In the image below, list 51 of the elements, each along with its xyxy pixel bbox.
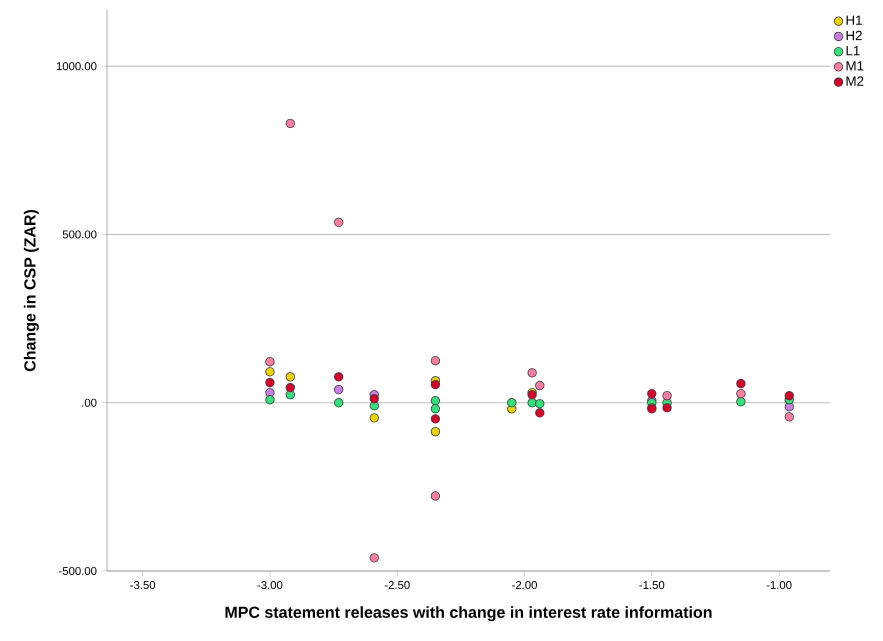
point xyxy=(334,384,344,394)
point xyxy=(535,380,544,390)
y-tick-label: -500.00 xyxy=(59,566,97,575)
point xyxy=(784,390,794,400)
point xyxy=(430,356,440,366)
point xyxy=(535,408,544,418)
point xyxy=(370,413,379,423)
point xyxy=(430,426,440,436)
x-tick-label: -3.50 xyxy=(130,581,156,590)
point xyxy=(265,367,275,376)
point xyxy=(334,218,344,228)
legend-label: M2 xyxy=(846,76,864,86)
x-tick-label: -1.50 xyxy=(639,581,664,590)
x-tick-label: -3.00 xyxy=(258,581,282,590)
point xyxy=(286,118,295,128)
point xyxy=(265,378,275,388)
point xyxy=(370,553,379,563)
x-tick-label: -1.00 xyxy=(766,581,792,590)
point xyxy=(662,403,672,412)
legend-label: L1 xyxy=(846,46,860,56)
point xyxy=(736,378,746,388)
point xyxy=(430,491,440,501)
point xyxy=(286,372,295,382)
point xyxy=(736,388,746,398)
legend-label: H1 xyxy=(846,16,862,25)
point xyxy=(662,390,672,400)
x-tick-label: -2.00 xyxy=(512,581,537,590)
point xyxy=(736,397,746,406)
point xyxy=(784,412,794,422)
y-axis-title: Change in CSP (ZAR) xyxy=(24,210,39,372)
point xyxy=(370,394,379,404)
point xyxy=(286,382,295,392)
point xyxy=(265,356,275,366)
y-tick-label: .00 xyxy=(82,398,97,407)
point xyxy=(647,388,656,398)
point xyxy=(527,368,537,378)
point xyxy=(535,399,544,408)
point xyxy=(430,380,440,390)
point xyxy=(334,372,344,382)
point xyxy=(430,396,440,406)
y-tick-label: 500.00 xyxy=(62,230,97,238)
x-axis-title: MPC statement releases with change in interest rate information xyxy=(226,606,712,622)
point xyxy=(507,398,516,408)
legend-label: H2 xyxy=(846,30,862,40)
x-tick-label: -2.50 xyxy=(384,581,410,590)
point xyxy=(265,395,275,404)
point xyxy=(430,404,440,414)
legend-label: M1 xyxy=(846,61,864,70)
point xyxy=(334,398,344,408)
point xyxy=(430,414,440,424)
y-tick-label: 1000.00 xyxy=(56,62,97,70)
